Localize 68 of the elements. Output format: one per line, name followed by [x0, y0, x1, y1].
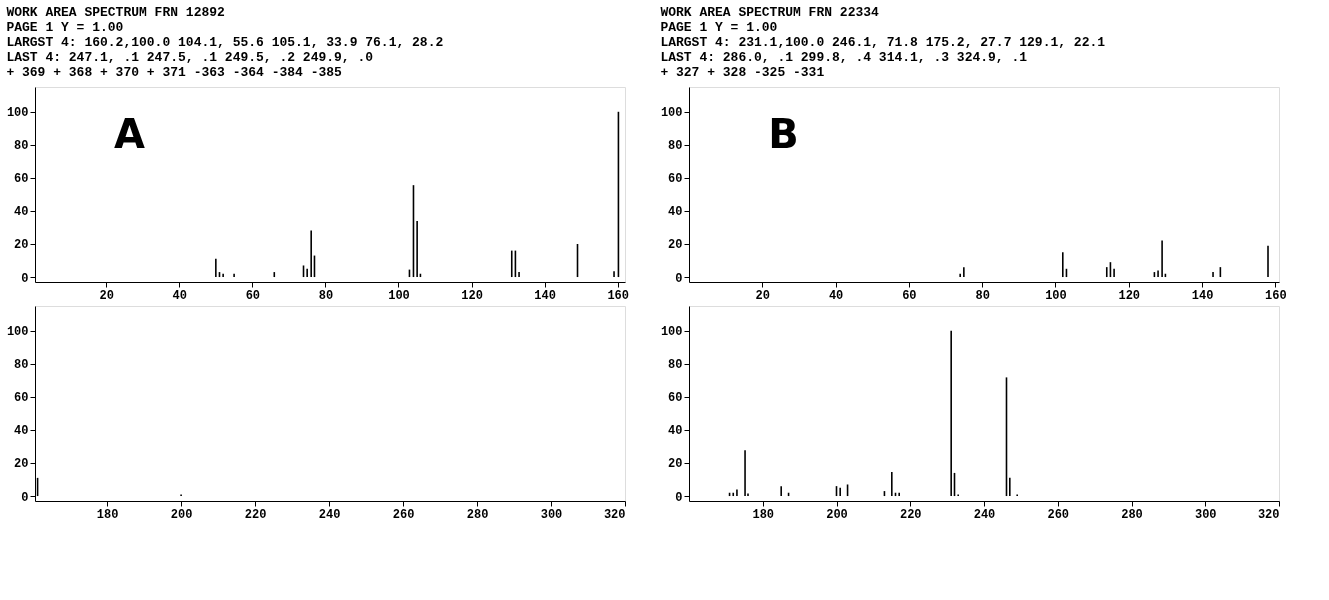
x-tick-label: 140 — [1191, 288, 1214, 303]
y-tick-label: 20 — [668, 238, 683, 253]
text: PAGE 1 Y = 1.00 — [660, 20, 778, 35]
text: PAGE 1 Y = 1.00 — [6, 20, 124, 35]
text: LAST 4: 247.1, .1 247.5, .1 249.5, .2 249.9, .0 — [6, 50, 374, 65]
y-tick-label: 80 — [14, 358, 29, 373]
x-tick-label: 200 — [826, 507, 848, 522]
x-tick-label: 200 — [170, 507, 193, 522]
x-tick-label: 220 — [899, 507, 922, 522]
text: + 327 + 328 -325 -331 — [660, 65, 825, 80]
y-tick-label: 20 — [14, 238, 29, 253]
text: LARGST 4: 160.2,100.0 104.1, 55.6 105.1, 33.9 76.1, 28.2 — [6, 35, 444, 50]
x-tick-label: 40 — [828, 288, 844, 303]
y-tick-label: 60 — [14, 391, 29, 406]
chart-title: WORK AREA SPECTRUM FRN 22334 — [660, 5, 880, 20]
x-tick-label: 20 — [755, 288, 770, 303]
x-tick-label: 260 — [1047, 507, 1070, 522]
y-tick-label: 40 — [668, 205, 683, 220]
x-tick-label: 80 — [975, 288, 990, 303]
x-tick-label: 100 — [1045, 288, 1067, 303]
x-tick-label: 160 — [1265, 288, 1287, 303]
x-tick-label: 120 — [1118, 288, 1141, 303]
annotation: B — [768, 110, 799, 157]
y-tick-label: 80 — [668, 139, 683, 154]
y-tick-label: 100 — [660, 106, 683, 121]
x-tick-label: 320 — [603, 507, 626, 522]
y-tick-label: 100 — [6, 106, 29, 121]
x-tick-label: 160 — [607, 288, 629, 303]
y-tick-label: 80 — [14, 139, 29, 154]
x-tick-label: 120 — [461, 288, 483, 303]
x-tick-label: 180 — [96, 507, 119, 522]
x-tick-label: 100 — [388, 288, 410, 303]
annotation: A — [113, 110, 145, 157]
x-tick-label: 60 — [245, 288, 261, 303]
y-tick-label: 40 — [14, 205, 29, 220]
y-tick-label: 0 — [675, 490, 683, 505]
y-tick-label: 100 — [6, 325, 29, 340]
x-tick-label: 260 — [392, 507, 415, 522]
x-tick-label: 20 — [99, 288, 114, 303]
chart-title: WORK AREA SPECTRUM FRN 12892 — [6, 5, 226, 20]
x-tick-label: 300 — [540, 507, 563, 522]
x-tick-label: 180 — [752, 507, 775, 522]
y-tick-label: 60 — [668, 172, 683, 187]
x-tick-label: 140 — [534, 288, 556, 303]
y-tick-label: 20 — [14, 457, 29, 472]
text: + 369 + 368 + 370 + 371 -363 -364 -384 -385 — [6, 65, 343, 80]
y-tick-label: 0 — [675, 271, 683, 286]
y-tick-label: 0 — [21, 271, 29, 286]
y-tick-label: 40 — [14, 424, 29, 439]
x-tick-label: 280 — [466, 507, 489, 522]
x-tick-label: 60 — [902, 288, 917, 303]
y-tick-label: 20 — [668, 457, 683, 472]
x-tick-label: 280 — [1121, 507, 1143, 522]
y-tick-label: 100 — [660, 325, 683, 340]
x-tick-label: 300 — [1194, 507, 1217, 522]
y-tick-label: 60 — [14, 172, 29, 187]
x-tick-label: 220 — [244, 507, 267, 522]
text: LARGST 4: 231.1,100.0 246.1, 71.8 175.2, 27.7 129.1, 22.1 — [660, 35, 1106, 50]
y-tick-label: 40 — [668, 424, 683, 439]
x-tick-label: 240 — [318, 507, 341, 522]
y-tick-label: 60 — [668, 391, 683, 406]
y-tick-label: 80 — [668, 358, 683, 373]
text: LAST 4: 286.0, .1 299.8, .4 314.1, .3 324.9, .1 — [660, 50, 1028, 65]
y-tick-label: 0 — [21, 490, 29, 505]
x-tick-label: 240 — [973, 507, 996, 522]
x-tick-label: 80 — [318, 288, 334, 303]
x-tick-label: 320 — [1257, 507, 1280, 522]
x-tick-label: 40 — [172, 288, 188, 303]
